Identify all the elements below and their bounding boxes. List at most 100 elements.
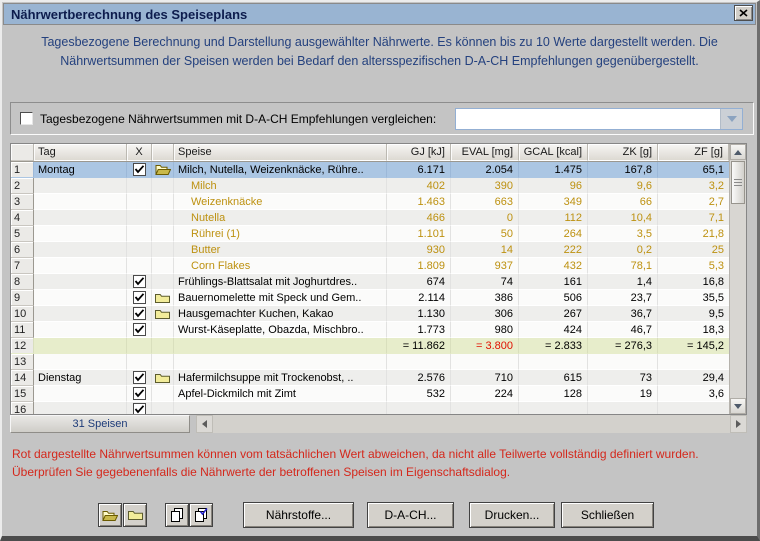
row-checkbox[interactable]	[132, 387, 146, 400]
row-number: 11	[11, 322, 34, 338]
speise-cell: Milch	[174, 178, 387, 194]
speise-cell: Nutella	[174, 210, 387, 226]
header-check[interactable]: X	[127, 144, 152, 161]
table-row[interactable]: 8 Frühlings-Blattsalat mit Joghurtdres.. 6…	[11, 274, 729, 290]
value-cell: 222	[519, 242, 588, 258]
value-cell: 349	[519, 194, 588, 210]
vertical-scroll-thumb[interactable]	[731, 161, 745, 204]
value-cell: 267	[519, 306, 588, 322]
header-folder[interactable]	[152, 144, 174, 161]
dropdown-arrow-button[interactable]	[720, 109, 742, 129]
speise-cell: Butter	[174, 242, 387, 258]
day-cell	[34, 290, 127, 306]
value-cell: 2.114	[387, 290, 451, 306]
speise-cell: Bauernomelette mit Speck und Gem..	[174, 290, 387, 306]
close-button[interactable]	[734, 5, 753, 21]
table-row[interactable]: 5 Rührei (1) 1.101 50 264 3,5 21,8	[11, 226, 729, 242]
value-cell: 930	[387, 242, 451, 258]
table-row[interactable]: 9 Bauernomelette mit Speck und Gem.. 2.114…	[11, 290, 729, 306]
scroll-left-button[interactable]	[196, 415, 213, 433]
value-cell: 937	[451, 258, 519, 274]
naehrstoffe-button[interactable]: Nährstoffe...	[243, 502, 354, 528]
header-num[interactable]	[11, 144, 34, 161]
row-checkbox[interactable]	[132, 275, 146, 288]
value-cell	[519, 354, 588, 370]
copy-check-button[interactable]	[189, 503, 213, 527]
table-body: 1 Montag Milch, Nutella, Weizenknäcke, Rüh…	[11, 162, 729, 414]
value-cell: 1.809	[387, 258, 451, 274]
warning-line-1: Rot dargestellte Nährwertsummen können v…	[12, 447, 699, 461]
folder-cell	[152, 194, 174, 210]
header-zf[interactable]: ZF [g]	[658, 144, 729, 161]
value-cell: 74	[451, 274, 519, 290]
table-row[interactable]: 14 Dienstag Hafermilchsuppe mit Trockenobs…	[11, 370, 729, 386]
drucken-button[interactable]: Drucken...	[469, 502, 555, 528]
table-row[interactable]: 12 = 11.862 = 3.800 = 2.833 = 276,3 = 145,2	[11, 338, 729, 354]
value-cell: 1.475	[519, 162, 588, 178]
table-row[interactable]: 4 Nutella 466 0 112 10,4 7,1	[11, 210, 729, 226]
table-row[interactable]: 13	[11, 354, 729, 370]
compare-checkbox[interactable]	[20, 112, 33, 125]
day-cell	[34, 258, 127, 274]
table-header: Tag X Speise GJ [kJ] EVAL [mg] GCAL [kca…	[11, 144, 729, 162]
value-cell	[658, 354, 729, 370]
header-gcal[interactable]: GCAL [kcal]	[519, 144, 588, 161]
closed-folder-button[interactable]	[123, 503, 147, 527]
header-zk[interactable]: ZK [g]	[588, 144, 658, 161]
table-row[interactable]: 15 Apfel-Dickmilch mit Zimt 532 224 128 19 3,6	[11, 386, 729, 402]
folder-cell	[152, 162, 174, 178]
value-cell: 112	[519, 210, 588, 226]
table-row[interactable]: 10 Hausgemachter Kuchen, Kakao 1.130 306 267…	[11, 306, 729, 322]
header-gj[interactable]: GJ [kJ]	[387, 144, 451, 161]
value-cell: 432	[519, 258, 588, 274]
value-cell: 980	[451, 322, 519, 338]
row-checkbox[interactable]	[132, 307, 146, 320]
schliessen-button[interactable]: Schließen	[561, 502, 654, 528]
header-speise[interactable]: Speise	[174, 144, 387, 161]
value-cell: 506	[519, 290, 588, 306]
vertical-scrollbar[interactable]	[729, 144, 746, 414]
compare-panel: Tagesbezogene Nährwertsummen mit D-A-CH …	[10, 102, 754, 135]
folder-open-icon	[102, 509, 118, 522]
scroll-up-button[interactable]	[730, 144, 746, 160]
row-number: 14	[11, 370, 34, 386]
header-tag[interactable]: Tag	[34, 144, 127, 161]
table-row[interactable]: 11 Wurst-Käseplatte, Obazda, Mischbro.. 1.…	[11, 322, 729, 338]
dach-button[interactable]: D-A-CH...	[367, 502, 454, 528]
scroll-right-button[interactable]	[730, 415, 747, 433]
row-checkbox[interactable]	[132, 323, 146, 336]
row-checkbox[interactable]	[132, 371, 146, 384]
value-cell: 615	[519, 370, 588, 386]
folder-cell	[152, 226, 174, 242]
row-checkbox[interactable]	[132, 291, 146, 304]
table-row[interactable]: 7 Corn Flakes 1.809 937 432 78,1 5,3	[11, 258, 729, 274]
chevron-right-icon	[736, 420, 741, 428]
table-row[interactable]: 3 Weizenknäcke 1.463 663 349 66 2,7	[11, 194, 729, 210]
row-checkbox[interactable]	[132, 403, 146, 414]
value-cell: 663	[451, 194, 519, 210]
header-eval[interactable]: EVAL [mg]	[451, 144, 519, 161]
value-cell: = 145,2	[658, 338, 729, 354]
row-checkbox[interactable]	[132, 163, 146, 176]
table-row[interactable]: 16	[11, 402, 729, 414]
x-icon	[739, 9, 748, 17]
scroll-down-button[interactable]	[730, 398, 746, 414]
row-number: 1	[11, 162, 34, 178]
value-cell: 2.054	[451, 162, 519, 178]
value-cell: 167,8	[588, 162, 658, 178]
value-cell: 46,7	[588, 322, 658, 338]
copy-button[interactable]	[165, 503, 189, 527]
horizontal-scroll-track[interactable]	[213, 415, 730, 433]
value-cell: 6.171	[387, 162, 451, 178]
thumb-grip-icon	[734, 179, 742, 186]
table-row[interactable]: 2 Milch 402 390 96 9,6 3,2	[11, 178, 729, 194]
dach-dropdown[interactable]	[455, 108, 743, 130]
copy-check-icon	[194, 508, 208, 522]
table-row[interactable]: 6 Butter 930 14 222 0,2 25	[11, 242, 729, 258]
value-cell: 78,1	[588, 258, 658, 274]
value-cell: 306	[451, 306, 519, 322]
open-folder-button[interactable]	[98, 503, 122, 527]
table-row[interactable]: 1 Montag Milch, Nutella, Weizenknäcke, Rüh…	[11, 162, 729, 178]
check-cell	[127, 306, 152, 322]
